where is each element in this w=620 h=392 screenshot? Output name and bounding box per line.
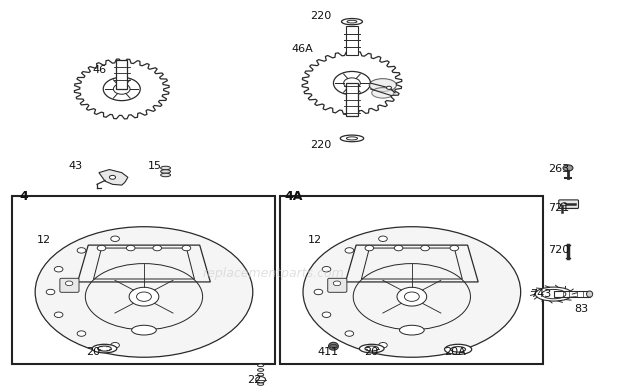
Circle shape <box>394 245 403 251</box>
Ellipse shape <box>257 378 264 381</box>
Circle shape <box>345 248 353 253</box>
Circle shape <box>322 267 331 272</box>
Circle shape <box>77 248 86 253</box>
Ellipse shape <box>131 325 156 335</box>
Text: 20: 20 <box>87 347 100 358</box>
Circle shape <box>379 236 388 241</box>
Ellipse shape <box>257 364 264 367</box>
FancyBboxPatch shape <box>559 200 578 209</box>
Text: 743: 743 <box>530 289 552 299</box>
Ellipse shape <box>303 227 521 357</box>
Ellipse shape <box>161 173 171 177</box>
Ellipse shape <box>587 291 593 297</box>
Ellipse shape <box>257 383 264 385</box>
Text: 721: 721 <box>547 203 569 214</box>
Polygon shape <box>345 245 478 282</box>
Circle shape <box>334 71 371 95</box>
Circle shape <box>562 203 567 206</box>
Polygon shape <box>78 245 210 282</box>
Circle shape <box>182 245 191 251</box>
Circle shape <box>421 245 430 251</box>
Text: 20: 20 <box>365 347 378 358</box>
Circle shape <box>379 343 388 348</box>
Text: 220: 220 <box>310 140 331 151</box>
Ellipse shape <box>535 287 572 301</box>
Ellipse shape <box>257 373 264 376</box>
Circle shape <box>111 236 120 241</box>
Circle shape <box>450 245 459 251</box>
Text: 4: 4 <box>20 190 29 203</box>
Polygon shape <box>99 169 128 185</box>
Circle shape <box>314 289 323 295</box>
Circle shape <box>126 245 135 251</box>
Circle shape <box>255 377 265 383</box>
Text: 15: 15 <box>148 161 162 171</box>
Ellipse shape <box>161 170 171 173</box>
Circle shape <box>104 77 140 101</box>
Bar <box>12 196 275 364</box>
Circle shape <box>129 287 159 306</box>
Ellipse shape <box>445 344 472 354</box>
Ellipse shape <box>257 368 264 371</box>
FancyBboxPatch shape <box>60 278 79 292</box>
Ellipse shape <box>360 344 384 353</box>
Polygon shape <box>74 59 169 119</box>
Bar <box>554 291 590 297</box>
Polygon shape <box>302 52 402 114</box>
Ellipse shape <box>329 342 339 350</box>
Text: 83: 83 <box>574 304 588 314</box>
FancyBboxPatch shape <box>328 278 347 292</box>
Bar <box>280 196 543 364</box>
Circle shape <box>109 175 115 179</box>
Ellipse shape <box>342 18 363 25</box>
Bar <box>347 83 358 116</box>
Ellipse shape <box>35 227 253 357</box>
Circle shape <box>153 245 162 251</box>
Ellipse shape <box>399 325 424 335</box>
Ellipse shape <box>370 79 396 91</box>
Text: replacementparts.com: replacementparts.com <box>202 267 344 280</box>
Bar <box>116 60 127 89</box>
Text: 20A: 20A <box>445 347 466 358</box>
Circle shape <box>334 281 341 286</box>
Circle shape <box>66 281 73 286</box>
Circle shape <box>55 267 63 272</box>
Text: 12: 12 <box>308 234 322 245</box>
Circle shape <box>563 165 573 171</box>
Ellipse shape <box>92 344 117 353</box>
Text: 12: 12 <box>37 234 51 245</box>
Circle shape <box>97 245 106 251</box>
Circle shape <box>397 287 427 306</box>
Circle shape <box>386 86 391 89</box>
Text: 43: 43 <box>68 161 82 171</box>
Circle shape <box>77 331 86 336</box>
Text: 263: 263 <box>547 164 569 174</box>
Ellipse shape <box>372 87 394 98</box>
Text: 46: 46 <box>93 65 107 74</box>
Text: 46A: 46A <box>291 44 313 54</box>
Circle shape <box>322 312 331 318</box>
Circle shape <box>55 312 63 318</box>
Ellipse shape <box>340 135 364 142</box>
Circle shape <box>365 245 374 251</box>
Circle shape <box>345 331 353 336</box>
Ellipse shape <box>330 344 337 348</box>
Text: 4A: 4A <box>284 190 303 203</box>
Text: 411: 411 <box>317 347 339 358</box>
Ellipse shape <box>161 166 171 170</box>
Text: 22: 22 <box>247 375 261 385</box>
Bar <box>347 26 358 55</box>
Circle shape <box>111 343 120 348</box>
Text: 220: 220 <box>310 11 331 21</box>
Circle shape <box>46 289 55 295</box>
Text: 720: 720 <box>547 245 569 256</box>
